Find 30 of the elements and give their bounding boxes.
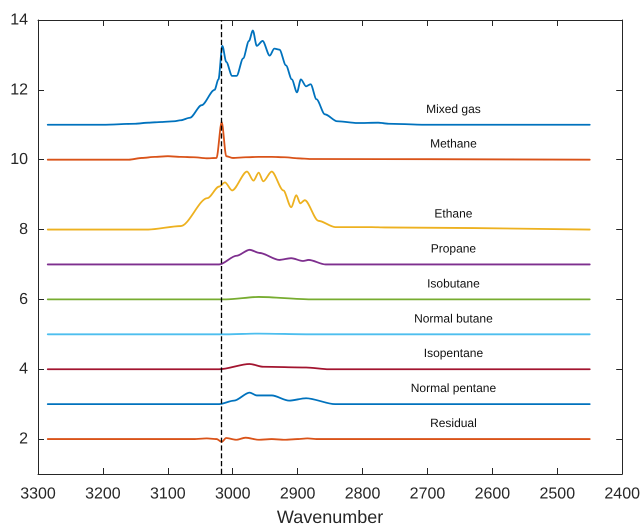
y-tick-label: 4 — [19, 360, 28, 378]
x-tick-label: 3300 — [20, 486, 56, 502]
line-series — [46, 30, 591, 126]
series-label: Mixed gas — [426, 102, 481, 116]
x-tick-label: 2700 — [410, 486, 446, 502]
x-tick-label: 2800 — [344, 486, 380, 502]
x-tick-label: 2400 — [604, 486, 640, 502]
x-axis-title: Wavenumber — [276, 507, 384, 527]
series-label: Isopentane — [424, 346, 484, 360]
series-label: Ethane — [434, 206, 473, 221]
y-tick-label: 14 — [10, 12, 28, 28]
series-label: Isobutane — [427, 276, 480, 290]
line-series — [46, 170, 591, 230]
x-tick-label: 2500 — [539, 486, 576, 502]
series-label: Residual — [430, 416, 477, 430]
x-tick-label: 2600 — [474, 486, 510, 502]
x-tick-label: 3100 — [150, 486, 186, 502]
series-label: Normal butane — [414, 311, 494, 326]
series-label: Methane — [430, 136, 478, 151]
y-tick-label: 12 — [10, 81, 28, 98]
y-tick-label: 10 — [10, 151, 28, 168]
line-series — [46, 121, 591, 161]
y-tick-label: 8 — [19, 221, 28, 238]
x-tick-label: 2900 — [280, 486, 316, 502]
x-tick-label: 3200 — [85, 486, 121, 502]
x-tick-label: 3000 — [214, 486, 251, 502]
y-tick-label: 6 — [19, 290, 28, 308]
y-tick-label: 2 — [19, 430, 28, 448]
series-label: Propane — [430, 241, 476, 256]
series-label: Normal pentane — [410, 381, 496, 396]
